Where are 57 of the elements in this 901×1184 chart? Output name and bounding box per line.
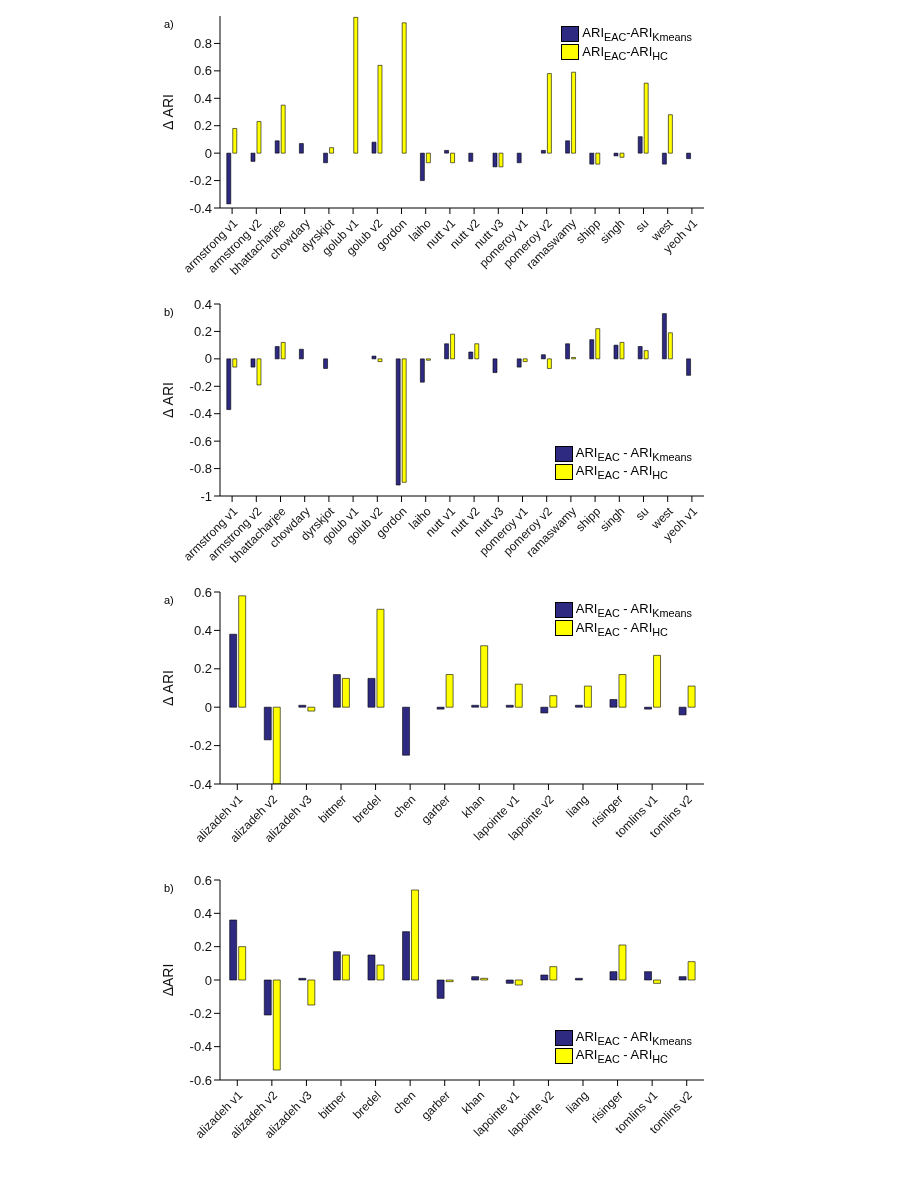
bar [516,152,522,164]
legend-label: ARI$_{EAC}$ - ARI$_{HC}$ [575,1047,668,1065]
legend-label: ARI$_{EAC}$ - ARI$_{HC}$ [575,463,668,481]
y-tick-label: 0.2 [193,661,212,677]
y-tick-label: 0.4 [193,905,212,921]
text: b) [164,306,174,318]
bar [468,152,474,162]
bar [323,358,328,369]
y-tick-label: -0.4 [189,776,212,792]
y-tick-label: 0.2 [193,324,212,340]
y-axis-title: Δ ARI [159,382,176,418]
y-tick-label: -1 [200,488,212,504]
y-tick-label: 0.4 [193,623,212,639]
y-tick-label: 0.4 [193,90,212,106]
bar [299,348,304,360]
y-tick-label: 0 [204,351,212,367]
bar [686,152,691,159]
y-tick-label: -0.4 [189,200,212,216]
y-tick-label: 0 [204,145,212,161]
text: a) [164,18,174,30]
bar [299,143,304,154]
y-tick-label: 0 [204,699,212,715]
y-tick-label: -0.8 [189,461,212,477]
bar [402,706,410,756]
y-tick-label: 0 [204,972,212,988]
y-tick-label: 0.6 [193,584,212,600]
y-tick-label: -0.4 [189,1039,212,1055]
bar [353,17,359,154]
y-tick-label: -0.6 [189,1072,212,1088]
bar [686,358,691,376]
text: a) [164,594,174,606]
y-tick-label: -0.2 [189,1005,212,1021]
x-tick-label: su [632,216,652,236]
y-tick-label: -0.2 [189,738,212,754]
y-axis-title: Δ ARI [159,94,176,130]
legend-label: ARI$_{EAC}$ - ARI$_{HC}$ [575,619,668,638]
y-axis-title: ΔARI [159,963,176,997]
y-tick-label: 0.8 [193,36,212,52]
y-tick-label: 0.4 [193,296,212,312]
y-tick-label: 0.6 [193,63,212,79]
text: b) [164,882,174,894]
y-tick-label: 0.2 [193,118,212,134]
bar [492,358,498,373]
y-tick-label: -0.2 [189,173,212,189]
x-tick-label: su [632,504,652,524]
bar [401,22,407,154]
y-tick-label: -0.6 [189,433,212,449]
legend-label: ARI$_{EAC}$ - ARI$_{Kmeans}$ [575,444,692,463]
y-axis-title: Δ ARI [159,670,176,706]
y-tick-label: 0.6 [193,872,212,888]
legend-label: ARI$_{EAC}$-ARI$_{HC}$ [582,43,668,62]
y-tick-label: -0.4 [189,406,212,422]
y-tick-label: 0.2 [193,939,212,955]
y-tick-label: -0.2 [189,378,212,394]
legend-label: ARI$_{EAC}$ - ARI$_{Kmeans}$ [575,1028,692,1047]
legend-label: ARI$_{EAC}$-ARI$_{Kmeans}$ [582,25,692,43]
legend-label: ARI$_{EAC}$ - ARI$_{Kmeans}$ [575,601,692,619]
